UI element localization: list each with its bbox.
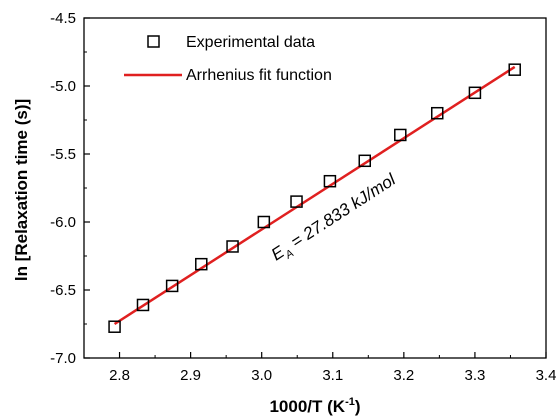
data-point [468, 86, 482, 100]
data-points-layer [108, 63, 521, 333]
x-axis-title-sup: -1 [345, 396, 355, 408]
y-tick-label: -5.5 [50, 146, 76, 163]
y-tick-label: -7.0 [50, 350, 76, 367]
data-point [431, 106, 444, 120]
legend-label-fit: Arrhenius fit function [186, 67, 332, 84]
x-tick-label: 2.8 [109, 367, 130, 384]
x-tick-label: 3.4 [536, 367, 556, 384]
annot-value: = 27.833 kJ/mol [284, 169, 400, 254]
y-tick-label: -6.0 [50, 214, 76, 231]
data-point [136, 298, 150, 312]
fit-line-layer [113, 65, 516, 326]
y-tick-label: -5.0 [50, 78, 76, 95]
x-tick-label: 3.3 [464, 367, 485, 384]
x-axis-title: 1000/T (K-1) [269, 396, 360, 416]
x-tick-label: 3.2 [393, 367, 414, 384]
legend-marker-experimental [147, 35, 160, 48]
data-point [290, 195, 303, 208]
data-point [358, 154, 372, 168]
data-point [226, 240, 239, 253]
x-axis-title-end: ) [355, 397, 361, 416]
data-point [394, 128, 407, 142]
legend: Experimental data Arrhenius fit function [124, 34, 332, 84]
plot-frame [83, 17, 547, 359]
data-point [323, 174, 337, 188]
arrhenius-fit-line [113, 65, 516, 326]
data-point [108, 320, 121, 333]
x-tick-label: 3.1 [322, 367, 343, 384]
data-point [257, 215, 271, 229]
y-axis-title: ln [Relaxation time (s)] [12, 99, 31, 281]
x-axis-title-main: 1000/T (K [269, 397, 345, 416]
x-tick-label: 3.0 [251, 367, 272, 384]
y-tick-label: -4.5 [50, 10, 76, 27]
x-tick-label: 2.9 [180, 367, 201, 384]
data-point [508, 63, 521, 76]
data-point [165, 279, 179, 293]
legend-label-experimental: Experimental data [186, 34, 315, 51]
y-tick-label: -6.5 [50, 282, 76, 299]
data-point [195, 257, 208, 271]
